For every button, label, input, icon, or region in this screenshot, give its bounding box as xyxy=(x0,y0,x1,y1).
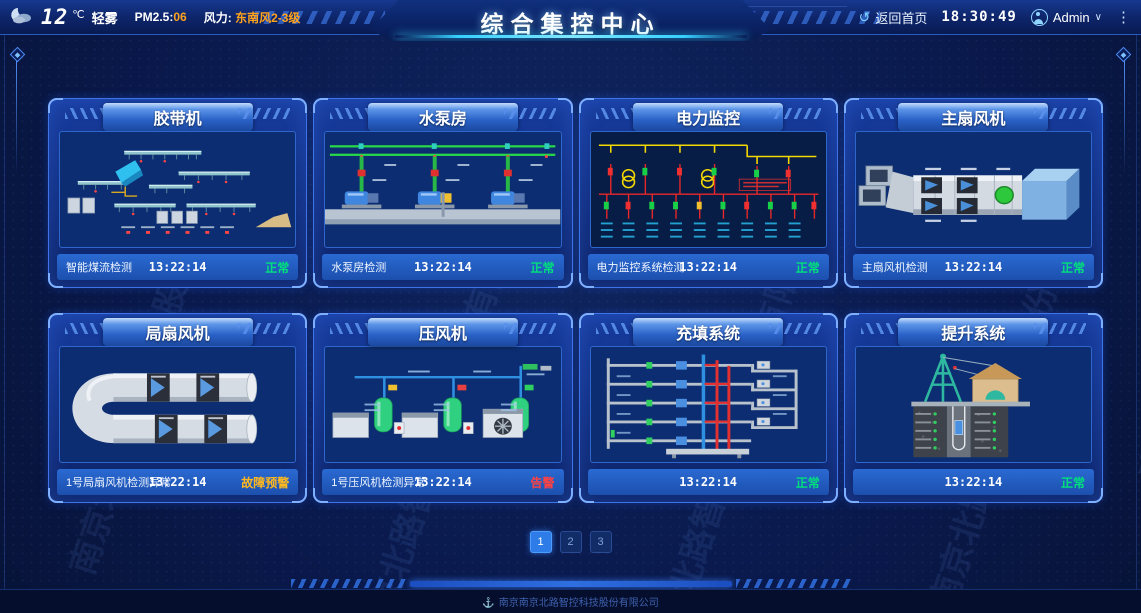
detection-time: 13:22:14 xyxy=(413,260,472,274)
detection-label: 主扇风机检测 xyxy=(861,262,928,274)
left-edge-diamond-marker xyxy=(9,46,26,63)
panel-hoisting-system[interactable]: 提升系统 xyxy=(843,313,1103,503)
weather-widget: 12 ℃ 轻雾 PM2.5:06 风力: 东南风2-3级 xyxy=(8,0,300,34)
local-fan-thumbnail xyxy=(59,346,297,463)
title-banner: 综合集控中心 xyxy=(370,0,771,41)
main-fan-thumbnail xyxy=(854,131,1092,248)
status-badge: 告警 xyxy=(530,475,555,490)
footer-logo-icon: ⚓ xyxy=(482,598,495,609)
panel-title: 水泵房 xyxy=(367,103,518,131)
bottom-bar xyxy=(409,580,732,587)
pm25-reading: PM2.5:06 xyxy=(134,10,187,24)
belt-conveyor-thumbnail xyxy=(59,131,297,248)
detection-label: 水泵房检测 xyxy=(331,262,387,274)
panel-main-fan[interactable]: 主扇风机 主扇风机检 xyxy=(843,98,1103,288)
detection-time: 13:22:14 xyxy=(944,260,1003,274)
bottom-hatch-right xyxy=(735,579,851,588)
watermark-text: 南京北路智控科技股份有限公司 xyxy=(1133,20,1141,485)
clock: 18:30:49 xyxy=(941,9,1017,25)
panel-footer: 13:22:14 正常 xyxy=(852,469,1094,495)
detection-time: 13:22:14 xyxy=(679,475,738,489)
return-arrow-icon: ↺ xyxy=(858,8,871,25)
panel-air-compressor[interactable]: 压风机 1号压风机检测异常 13:22:14 告警 xyxy=(313,313,573,503)
power-monitoring-thumbnail xyxy=(589,131,827,248)
panel-title: 充填系统 xyxy=(633,318,784,346)
detection-time: 13:22:14 xyxy=(944,475,1003,489)
page-button-1[interactable]: 1 xyxy=(529,531,552,553)
panel-title: 压风机 xyxy=(367,318,518,346)
panel-footer: 1号压风机检测异常 13:22:14 告警 xyxy=(322,469,564,495)
user-avatar-icon xyxy=(1030,8,1048,26)
page-title: 综合集控中心 xyxy=(480,11,661,37)
status-badge: 正常 xyxy=(1060,475,1085,490)
wind-reading: 风力: 东南风2-3级 xyxy=(203,10,301,25)
status-badge: 正常 xyxy=(1060,260,1085,275)
panel-filling-system[interactable]: 充填系统 xyxy=(578,313,838,503)
panel-footer: 13:22:14 正常 xyxy=(587,469,829,495)
pagination: 1 2 3 xyxy=(0,531,1141,553)
hoisting-system-thumbnail xyxy=(854,346,1092,463)
status-badge: 正常 xyxy=(530,260,555,275)
right-edge-diamond-marker xyxy=(1115,46,1132,63)
detection-label: 智能煤流检测 xyxy=(66,262,132,274)
user-menu[interactable]: Admin ∨ xyxy=(1030,8,1102,26)
detection-time: 13:22:14 xyxy=(679,260,738,274)
detection-label: 电力监控系统检测 xyxy=(596,262,685,274)
detection-time: 13:22:14 xyxy=(413,475,472,489)
panel-title: 电力监控 xyxy=(633,103,784,131)
status-badge: 正常 xyxy=(795,475,820,490)
panel-footer: 电力监控系统检测 13:22:14 正常 xyxy=(587,254,829,280)
status-badge: 故障预警 xyxy=(241,475,290,490)
right-edge-line xyxy=(1124,61,1125,176)
menu-dots-icon[interactable]: ⋮ xyxy=(1116,9,1131,26)
air-compressor-thumbnail xyxy=(324,346,562,463)
panel-power-monitoring[interactable]: 电力监控 xyxy=(578,98,838,288)
bottom-strip xyxy=(0,589,1141,613)
bottom-hatch-left xyxy=(290,579,406,588)
detection-time: 13:22:14 xyxy=(148,260,207,274)
detection-label: 1号压风机检测异常 xyxy=(331,477,426,489)
bottom-decoration xyxy=(290,579,851,588)
title-glow-line xyxy=(394,35,747,38)
temperature-value: 12 xyxy=(41,5,69,29)
back-home-button[interactable]: ↺ 返回首页 xyxy=(858,8,928,26)
status-badge: 正常 xyxy=(265,260,290,275)
weather-moon-cloud-icon xyxy=(8,5,34,30)
page-button-2[interactable]: 2 xyxy=(559,531,582,553)
panel-footer: 智能煤流检测 13:22:14 正常 xyxy=(57,254,299,280)
detection-label: 1号局扇风机检测异常 xyxy=(66,477,172,489)
company-name: 南京南京北路智控科技股份有限公司 xyxy=(498,598,659,609)
filling-system-thumbnail xyxy=(589,346,827,463)
panel-footer: 水泵房检测 13:22:14 正常 xyxy=(322,254,564,280)
panel-title: 提升系统 xyxy=(898,318,1049,346)
panel-local-fan[interactable]: 局扇风机 1号局扇风机检测异常 13:22:14 故障预警 xyxy=(48,313,308,503)
left-edge-line xyxy=(16,61,17,176)
panel-belt-conveyor[interactable]: 胶带机 xyxy=(48,98,308,288)
panel-grid: 胶带机 xyxy=(48,98,1103,503)
detection-time: 13:22:14 xyxy=(148,475,207,489)
panel-pump-room[interactable]: 水泵房 水泵房检测 13:22:14 xyxy=(313,98,573,288)
panel-footer: 1号局扇风机检测异常 13:22:14 故障预警 xyxy=(57,469,299,495)
status-badge: 正常 xyxy=(795,260,820,275)
panel-footer: 主扇风机检测 13:22:14 正常 xyxy=(852,254,1094,280)
panel-title: 主扇风机 xyxy=(898,103,1049,131)
temperature-unit: ℃ xyxy=(72,8,85,21)
chevron-down-icon: ∨ xyxy=(1094,11,1102,23)
pump-room-thumbnail xyxy=(324,131,562,248)
page-button-3[interactable]: 3 xyxy=(589,531,612,553)
panel-title: 胶带机 xyxy=(102,103,253,131)
panel-title: 局扇风机 xyxy=(102,318,253,346)
weather-condition: 轻雾 xyxy=(91,10,118,26)
company-footer: ⚓ 南京南京北路智控科技股份有限公司 xyxy=(0,594,1141,609)
username: Admin xyxy=(1052,9,1090,25)
